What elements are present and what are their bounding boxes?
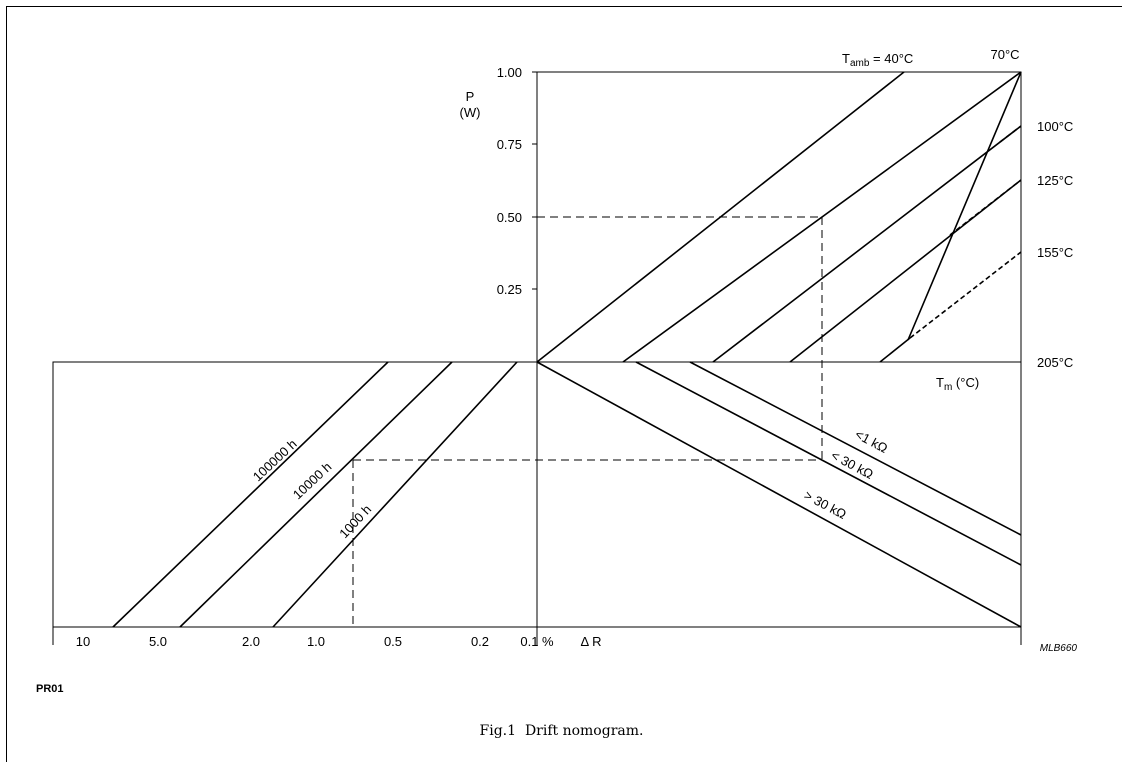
ambient-line-125-dashed (949, 179, 1022, 236)
delta-r-tick: 2.0 (242, 634, 260, 649)
ambient-label-70: 70°C (990, 47, 1019, 62)
time-line-1000h (272, 361, 518, 628)
figure-caption-text: Drift nomogram. (524, 723, 644, 739)
delta-r-tick: 10 (76, 634, 90, 649)
time-line-100000h (112, 361, 389, 628)
figure-caption: Fig.1 Drift nomogram. (0, 723, 1123, 739)
resistance-line-over-30k (536, 361, 1022, 628)
ambient-label-100: 100°C (1037, 119, 1073, 134)
time-label-100000h: 100000 h (250, 436, 300, 484)
x-axis-label-temperature: Tm (°C) (936, 375, 979, 393)
delta-r-tick: 0.1 % (520, 634, 554, 649)
ambient-line-155 (879, 337, 911, 363)
ambient-label-125: 125°C (1037, 173, 1073, 188)
time-label-1000h: 1000 h (336, 502, 374, 541)
delta-r-tick: 0.2 (471, 634, 489, 649)
document-id: PR01 (36, 683, 64, 695)
y-tick-label: 1.00 (497, 65, 522, 80)
resistance-line-under-1k (689, 361, 1022, 536)
ambient-label-40: Tamb = 40°C (842, 51, 913, 69)
y-axis-unit: (W) (460, 105, 481, 120)
ambient-line-100-dashed (999, 125, 1022, 143)
max-temperature-label: 205°C (1037, 355, 1073, 370)
ambient-line-125 (789, 179, 1022, 363)
figure-frame (6, 6, 1122, 762)
ambient-label-155: 155°C (1037, 245, 1073, 260)
y-axis-label: P (466, 89, 475, 104)
figure-code: MLB660 (1040, 643, 1078, 654)
resistance-line-under-30k (635, 361, 1022, 566)
delta-r-tick: 1.0 (307, 634, 325, 649)
delta-r-tick: 5.0 (149, 634, 167, 649)
time-label-10000h: 10000 h (290, 459, 335, 502)
time-line-10000h (179, 361, 453, 628)
y-tick-label: 0.50 (497, 210, 522, 225)
resistance-label-under-1k: <1 kΩ (853, 426, 891, 456)
max-power-line (907, 71, 1022, 341)
ambient-line-100 (712, 125, 1022, 363)
delta-r-axis-label: Δ R (581, 634, 602, 649)
y-tick-label: 0.75 (497, 137, 522, 152)
resistance-label-over-30k: > 30 kΩ (802, 487, 849, 522)
y-tick-label: 0.25 (497, 282, 522, 297)
delta-r-tick: 0.5 (384, 634, 402, 649)
figure-number: Fig.1 (479, 723, 517, 739)
